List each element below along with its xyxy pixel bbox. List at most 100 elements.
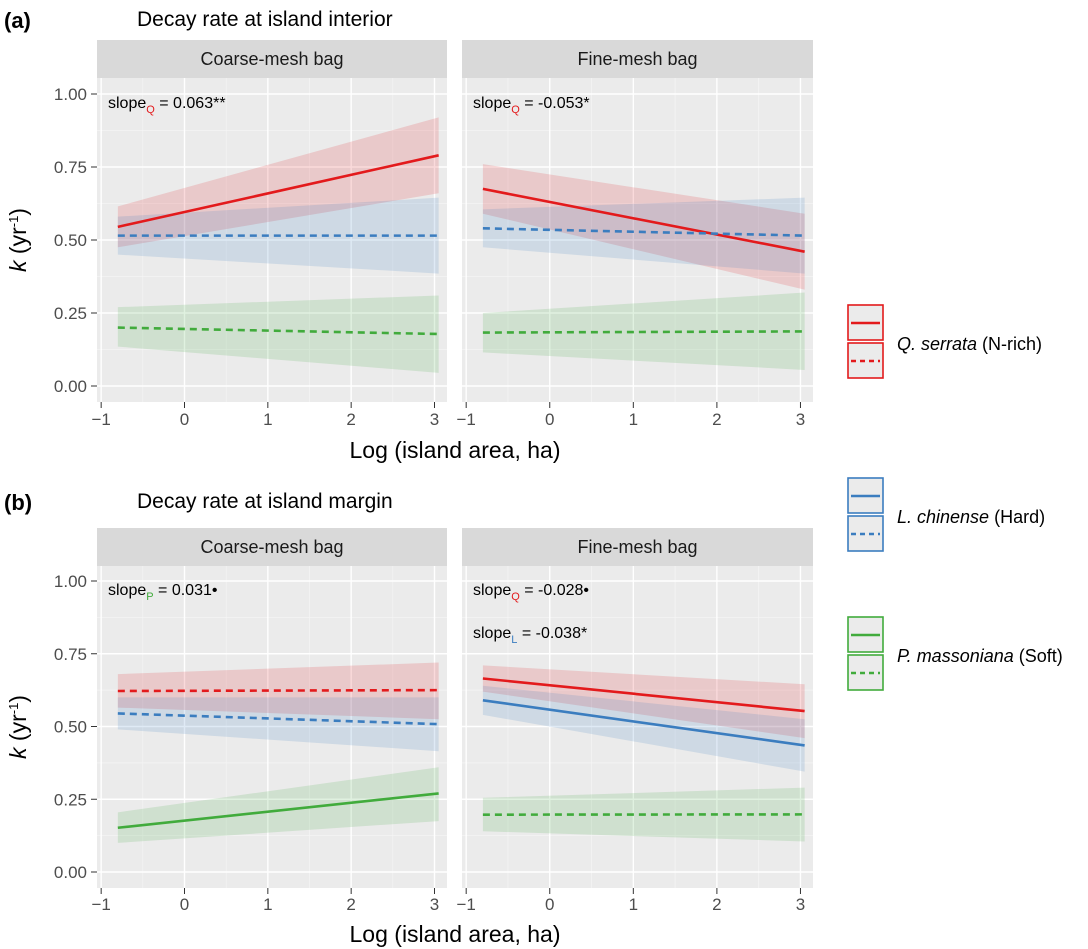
fit-line-L xyxy=(117,712,439,726)
facet-strip xyxy=(462,40,813,78)
x-tick-label: 2 xyxy=(346,895,355,914)
row-title: Decay rate at island interior xyxy=(137,8,393,31)
slope-prefix: slope xyxy=(108,582,146,599)
slope-value: = -0.038* xyxy=(517,625,587,642)
slope-annotation: slopeL = -0.038* xyxy=(473,625,587,646)
legend-entry: L. chinense (Hard) xyxy=(847,477,1045,552)
slope-prefix: slope xyxy=(108,95,146,112)
x-tick-label: 0 xyxy=(545,895,554,914)
y-axis-unit-exp: -1 xyxy=(6,703,21,715)
y-tick-label: 0.00 xyxy=(54,863,87,882)
facet-strip-label: Fine-mesh bag xyxy=(577,49,697,69)
fit-line-P xyxy=(482,330,805,334)
x-tick-label: 1 xyxy=(629,895,638,914)
x-tick-label: −1 xyxy=(456,895,475,914)
y-tick-label: 0.75 xyxy=(54,645,87,664)
y-axis-k: k xyxy=(5,746,31,759)
y-tick-label: 1.00 xyxy=(54,85,87,104)
y-tick-label: 0.25 xyxy=(54,304,87,323)
slope-subscript: P xyxy=(146,591,153,603)
slope-prefix: slope xyxy=(473,95,511,112)
x-tick-label: 0 xyxy=(545,410,554,429)
y-tick-label: 0.50 xyxy=(54,718,87,737)
legend-label: P. massoniana (Soft) xyxy=(897,646,1063,666)
x-tick-label: 3 xyxy=(430,895,439,914)
confidence-band-Q xyxy=(482,665,805,739)
y-axis-title: k (yr-1) xyxy=(5,208,31,272)
x-axis-title: Log (island area, ha) xyxy=(350,921,561,947)
legend-note: (Soft) xyxy=(1014,646,1063,666)
x-tick-label: 3 xyxy=(796,410,805,429)
slope-subscript: L xyxy=(511,634,517,646)
y-tick-label: 0.50 xyxy=(54,231,87,250)
legend-note: (Hard) xyxy=(989,507,1045,527)
y-tick-label: 0.75 xyxy=(54,158,87,177)
fit-line-P xyxy=(117,792,439,830)
y-axis-unit-close: ) xyxy=(5,208,31,216)
x-tick-label: 1 xyxy=(263,410,272,429)
fit-line-Q xyxy=(482,677,805,713)
y-tick-label: 0.25 xyxy=(54,790,87,809)
legend-entry: P. massoniana (Soft) xyxy=(847,616,1063,691)
x-tick-label: 3 xyxy=(796,895,805,914)
facet-strip-label: Coarse-mesh bag xyxy=(200,537,343,557)
fit-line-L xyxy=(482,227,805,237)
slope-annotation: slopeQ = 0.063** xyxy=(108,95,226,116)
slope-value: = 0.031• xyxy=(154,582,218,599)
facet-panel: Fine-mesh bag −1 0 1 2 3 slopeQ = -0.053* xyxy=(456,40,813,429)
slope-subscript: Q xyxy=(511,591,520,603)
x-tick-label: 2 xyxy=(712,410,721,429)
fit-line-Q xyxy=(117,154,439,229)
slope-annotation: slopeQ = -0.028• xyxy=(473,582,589,603)
slope-value: = 0.063** xyxy=(155,95,226,112)
fit-line-Q xyxy=(482,187,805,253)
x-axis-title: Log (island area, ha) xyxy=(350,437,561,463)
y-axis-k: k xyxy=(5,259,31,272)
x-tick-label: −1 xyxy=(91,410,110,429)
facet-panel: Coarse-mesh bag −1 0 1 2 3 slopeQ = 0.063** xyxy=(91,40,447,429)
confidence-band-P xyxy=(117,295,439,373)
facet-strip xyxy=(97,40,447,78)
legend-note: (N-rich) xyxy=(977,334,1042,354)
confidence-band-P xyxy=(117,767,439,843)
y-tick-label: 1.00 xyxy=(54,572,87,591)
x-tick-label: 0 xyxy=(180,895,189,914)
fit-line-P xyxy=(117,326,439,336)
row-title: Decay rate at island margin xyxy=(137,490,393,513)
x-tick-label: 3 xyxy=(430,410,439,429)
legend-species: L. chinense xyxy=(897,507,989,527)
slope-prefix: slope xyxy=(473,582,511,599)
panel-letter: (b) xyxy=(4,490,32,515)
x-tick-label: 1 xyxy=(629,410,638,429)
fit-line-Q xyxy=(117,688,439,693)
y-tick-label: 0.00 xyxy=(54,377,87,396)
slope-subscript: Q xyxy=(511,104,520,116)
facet-strip xyxy=(97,528,447,566)
y-axis-unit: (yr xyxy=(5,227,31,261)
y-axis-unit: (yr xyxy=(5,714,31,748)
legend-species: P. massoniana xyxy=(897,646,1014,666)
x-tick-label: 1 xyxy=(263,895,272,914)
fit-line-L xyxy=(482,699,805,747)
facet-strip-label: Fine-mesh bag xyxy=(577,537,697,557)
slope-subscript: Q xyxy=(146,104,155,116)
confidence-band-Q xyxy=(117,117,439,248)
legend-entry: Q. serrata (N-rich) xyxy=(847,304,1042,379)
x-tick-label: −1 xyxy=(456,410,475,429)
confidence-band-L xyxy=(117,697,439,752)
slope-prefix: slope xyxy=(473,625,511,642)
facet-panel: Coarse-mesh bag −1 0 1 2 3 slopeP = 0.031• xyxy=(91,528,447,914)
confidence-band-Q xyxy=(482,164,805,290)
facet-strip xyxy=(462,528,813,566)
legend-label: Q. serrata (N-rich) xyxy=(897,334,1042,354)
slope-annotation: slopeQ = -0.053* xyxy=(473,95,590,116)
y-axis-unit-close: ) xyxy=(5,695,31,703)
confidence-band-L xyxy=(482,197,805,274)
x-tick-label: 2 xyxy=(346,410,355,429)
facet-strip-label: Coarse-mesh bag xyxy=(200,49,343,69)
x-tick-label: 2 xyxy=(712,895,721,914)
x-tick-label: −1 xyxy=(91,895,110,914)
confidence-band-L xyxy=(482,685,805,772)
